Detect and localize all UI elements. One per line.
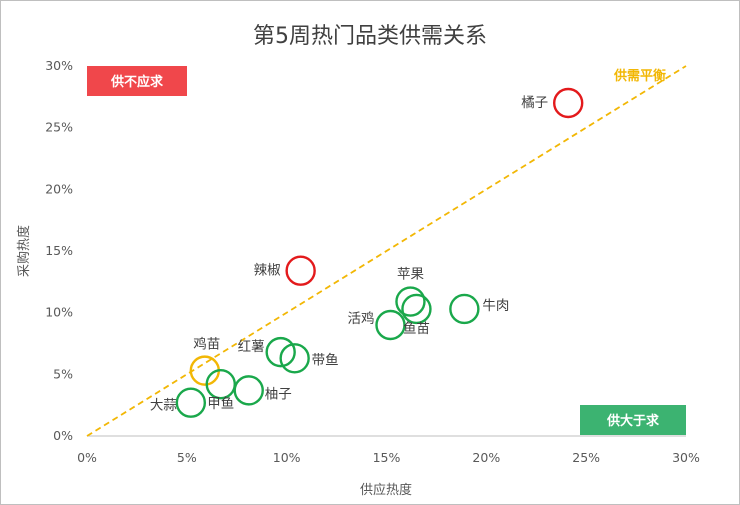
data-point-marker xyxy=(175,387,207,418)
data-point-label: 苹果 xyxy=(397,267,424,283)
data-point-label: 牛肉 xyxy=(482,298,509,314)
data-point-marker xyxy=(205,369,236,400)
y-tick-label: 5% xyxy=(53,366,73,381)
data-point-marker xyxy=(265,336,296,368)
data-point-marker xyxy=(552,87,584,119)
data-point-marker xyxy=(279,343,310,374)
data-point-label: 甲鱼 xyxy=(207,395,234,412)
data-point-label: 辣椒 xyxy=(254,263,281,279)
balance-line-label: 供需平衡 xyxy=(613,68,666,84)
x-tick-label: 30% xyxy=(672,450,700,465)
x-tick-label: 15% xyxy=(373,450,401,465)
quadrant-label-shortage: 供不应求 xyxy=(87,66,187,96)
data-point: 苹果 xyxy=(395,267,426,317)
x-tick-label: 0% xyxy=(77,450,97,465)
data-point-label: 带鱼 xyxy=(312,351,339,368)
x-tick-label: 25% xyxy=(572,450,600,465)
data-point-marker xyxy=(401,293,432,325)
data-point: 鱼苗 xyxy=(401,293,432,337)
y-tick-label: 30% xyxy=(45,58,73,73)
shortage-label: 供不应求 xyxy=(110,74,164,90)
data-point-label: 橘子 xyxy=(521,95,548,111)
data-point-label: 活鸡 xyxy=(347,310,374,327)
x-tick-label: 5% xyxy=(177,450,197,465)
supply-demand-balance-line xyxy=(86,65,687,437)
data-point-label: 鱼苗 xyxy=(403,320,430,337)
data-point: 鸡苗 xyxy=(189,336,220,386)
y-tick-label: 15% xyxy=(45,243,73,258)
data-point-marker xyxy=(285,255,316,286)
data-point: 活鸡 xyxy=(347,309,406,341)
data-point: 牛肉 xyxy=(449,293,509,325)
data-point-marker xyxy=(375,309,406,341)
data-point-label: 鸡苗 xyxy=(193,336,220,353)
y-tick-label: 10% xyxy=(45,305,73,320)
surplus-label: 供大于求 xyxy=(606,413,660,429)
data-point-marker xyxy=(449,293,480,325)
data-point: 带鱼 xyxy=(279,343,339,374)
y-axis-title: 采购热度 xyxy=(16,225,32,277)
x-axis-title: 供应热度 xyxy=(360,482,412,498)
data-point-label: 大蒜 xyxy=(150,398,177,414)
data-point: 甲鱼 xyxy=(205,369,236,412)
quadrant-label-surplus: 供大于求 xyxy=(580,405,686,435)
data-point: 柚子 xyxy=(233,375,292,406)
x-tick-label: 10% xyxy=(273,450,301,465)
shortage-badge xyxy=(87,66,187,96)
data-point-label: 柚子 xyxy=(265,386,292,402)
data-point: 红薯 xyxy=(238,336,296,368)
y-tick-label: 25% xyxy=(45,120,73,135)
chart-title: 第5周热门品类供需关系 xyxy=(253,24,487,49)
surplus-badge xyxy=(580,405,686,435)
data-point: 辣椒 xyxy=(254,255,316,286)
data-point-marker xyxy=(233,375,264,406)
data-point: 橘子 xyxy=(521,87,584,119)
x-tick-label: 20% xyxy=(472,450,500,465)
y-tick-label: 0% xyxy=(53,428,73,443)
data-point-marker xyxy=(395,286,426,317)
data-point-label: 红薯 xyxy=(238,339,265,355)
y-tick-label: 20% xyxy=(45,181,73,196)
data-point: 大蒜 xyxy=(150,387,207,418)
